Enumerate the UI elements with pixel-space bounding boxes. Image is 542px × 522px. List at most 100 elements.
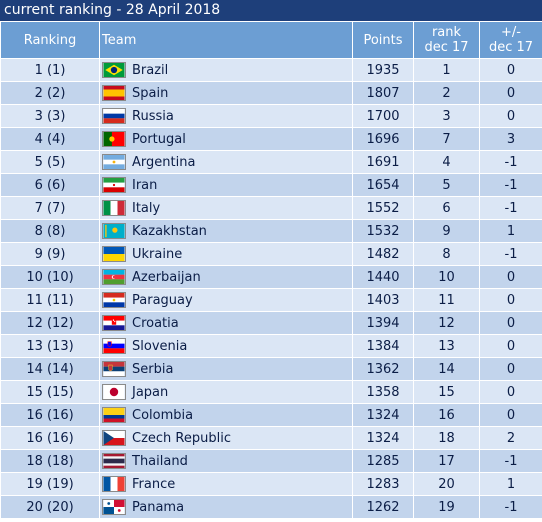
change-cell: 0 <box>479 265 542 289</box>
table-row: 6 (6) Iran 1654 5 -1 <box>0 173 542 197</box>
change-cell: 3 <box>479 127 542 151</box>
team-cell: Portugal <box>99 127 353 151</box>
header-rank-dec17-line1: rank <box>431 25 462 40</box>
rank-dec17-cell: 12 <box>413 311 480 335</box>
header-ranking: Ranking <box>0 21 100 59</box>
table-row: 20 (20) Panama 1262 19 -1 <box>0 495 542 519</box>
table-row: 15 (15) Japan 1358 15 0 <box>0 380 542 404</box>
team-name: Paraguay <box>132 292 193 308</box>
ranking-cell: 11 (11) <box>0 288 100 312</box>
points-cell: 1394 <box>352 311 414 335</box>
rank-dec17-cell: 19 <box>413 495 480 519</box>
header-points: Points <box>352 21 414 59</box>
ranking-cell: 2 (2) <box>0 81 100 105</box>
team-cell: Czech Republic <box>99 426 353 450</box>
portugal-flag-icon <box>102 131 126 147</box>
rank-dec17-cell: 16 <box>413 403 480 427</box>
ranking-cell: 8 (8) <box>0 219 100 243</box>
team-cell: Serbia <box>99 357 353 381</box>
thailand-flag-icon <box>102 453 126 469</box>
change-cell: 0 <box>479 81 542 105</box>
change-cell: 2 <box>479 426 542 450</box>
change-cell: 0 <box>479 403 542 427</box>
team-cell: Paraguay <box>99 288 353 312</box>
italy-flag-icon <box>102 200 126 216</box>
header-change: +/- dec 17 <box>479 21 542 59</box>
team-name: Kazakhstan <box>132 223 207 239</box>
team-cell: Thailand <box>99 449 353 473</box>
change-cell: -1 <box>479 173 542 197</box>
change-cell: 0 <box>479 311 542 335</box>
ranking-cell: 16 (16) <box>0 426 100 450</box>
header-change-line1: +/- <box>501 25 521 40</box>
points-cell: 1482 <box>352 242 414 266</box>
rank-dec17-cell: 9 <box>413 219 480 243</box>
team-name: Croatia <box>132 315 179 331</box>
table-row: 12 (12) Croatia 1394 12 0 <box>0 311 542 335</box>
ranking-cell: 3 (3) <box>0 104 100 128</box>
team-name: Serbia <box>132 361 174 377</box>
ranking-title: current ranking - 28 April 2018 <box>0 0 542 21</box>
ranking-cell: 9 (9) <box>0 242 100 266</box>
change-cell: 0 <box>479 357 542 381</box>
change-cell: -1 <box>479 449 542 473</box>
ranking-cell: 15 (15) <box>0 380 100 404</box>
points-cell: 1285 <box>352 449 414 473</box>
table-header-row: Ranking Team Points rank dec 17 +/- dec … <box>0 21 542 59</box>
ranking-cell: 4 (4) <box>0 127 100 151</box>
rank-dec17-cell: 7 <box>413 127 480 151</box>
change-cell: 1 <box>479 472 542 496</box>
points-cell: 1700 <box>352 104 414 128</box>
points-cell: 1262 <box>352 495 414 519</box>
rank-dec17-cell: 14 <box>413 357 480 381</box>
points-cell: 1696 <box>352 127 414 151</box>
table-row: 1 (1) Brazil 1935 1 0 <box>0 58 542 82</box>
points-cell: 1552 <box>352 196 414 220</box>
team-cell: Argentina <box>99 150 353 174</box>
team-name: Italy <box>132 200 161 216</box>
argentina-flag-icon <box>102 154 126 170</box>
change-cell: 1 <box>479 219 542 243</box>
paraguay-flag-icon <box>102 292 126 308</box>
team-cell: Brazil <box>99 58 353 82</box>
points-cell: 1691 <box>352 150 414 174</box>
change-cell: 0 <box>479 334 542 358</box>
header-rank-dec17-line2: dec 17 <box>424 40 469 55</box>
team-name: Brazil <box>132 62 169 78</box>
serbia-flag-icon <box>102 361 126 377</box>
team-name: Spain <box>132 85 169 101</box>
iran-flag-icon <box>102 177 126 193</box>
table-row: 18 (18) Thailand 1285 17 -1 <box>0 449 542 473</box>
ranking-cell: 18 (18) <box>0 449 100 473</box>
team-cell: Italy <box>99 196 353 220</box>
points-cell: 1283 <box>352 472 414 496</box>
points-cell: 1654 <box>352 173 414 197</box>
slovenia-flag-icon <box>102 338 126 354</box>
azerbaijan-flag-icon <box>102 269 126 285</box>
team-cell: Kazakhstan <box>99 219 353 243</box>
table-row: 8 (8) Kazakhstan 1532 9 1 <box>0 219 542 243</box>
ranking-cell: 19 (19) <box>0 472 100 496</box>
table-row: 4 (4) Portugal 1696 7 3 <box>0 127 542 151</box>
team-cell: Panama <box>99 495 353 519</box>
points-cell: 1358 <box>352 380 414 404</box>
team-name: Japan <box>132 384 169 400</box>
team-name: Czech Republic <box>132 430 231 446</box>
table-row: 10 (10) Azerbaijan 1440 10 0 <box>0 265 542 289</box>
table-row: 14 (14) Serbia 1362 14 0 <box>0 357 542 381</box>
team-cell: Iran <box>99 173 353 197</box>
points-cell: 1807 <box>352 81 414 105</box>
rank-dec17-cell: 6 <box>413 196 480 220</box>
team-name: France <box>132 476 176 492</box>
team-name: Panama <box>132 499 185 515</box>
ukraine-flag-icon <box>102 246 126 262</box>
team-name: Slovenia <box>132 338 188 354</box>
ranking-cell: 12 (12) <box>0 311 100 335</box>
ranking-cell: 20 (20) <box>0 495 100 519</box>
team-cell: Japan <box>99 380 353 404</box>
table-row: 9 (9) Ukraine 1482 8 -1 <box>0 242 542 266</box>
rank-dec17-cell: 4 <box>413 150 480 174</box>
change-cell: 0 <box>479 58 542 82</box>
rank-dec17-cell: 3 <box>413 104 480 128</box>
